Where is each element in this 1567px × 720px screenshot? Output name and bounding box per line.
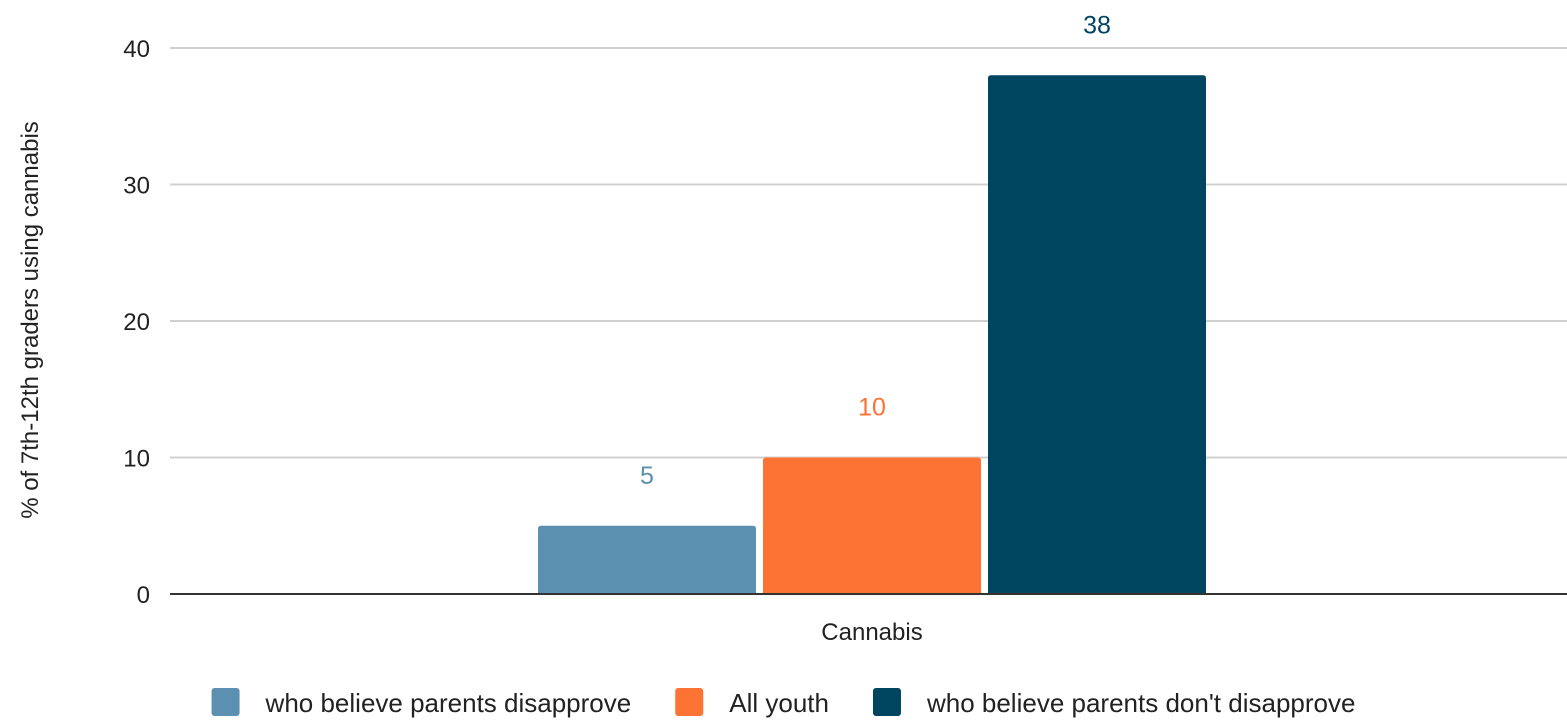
legend-label: All youth xyxy=(729,688,829,718)
data-label: 5 xyxy=(640,462,654,490)
bar-who-believe-parents-don-t-disapprove xyxy=(988,75,1206,595)
x-tick-label: Cannabis xyxy=(821,619,922,646)
y-axis-ticks: 0 10 20 30 40 xyxy=(123,36,150,609)
data-label: 38 xyxy=(1083,11,1111,39)
y-tick-label: 10 xyxy=(123,446,150,473)
y-tick-label: 20 xyxy=(123,309,150,336)
legend-item: who believe parents disapprove xyxy=(211,688,632,718)
legend-label: who believe parents don't disapprove xyxy=(926,688,1355,718)
bar-who-believe-parents-disapprove xyxy=(538,525,756,594)
x-axis-ticks: Cannabis xyxy=(821,619,922,646)
bars xyxy=(538,75,1206,595)
y-tick-label: 40 xyxy=(123,36,150,63)
y-tick-label: 30 xyxy=(123,173,150,200)
legend: who believe parents disapprove All youth w… xyxy=(211,688,1355,718)
legend-swatch xyxy=(675,688,704,716)
legend-swatch xyxy=(211,688,240,716)
y-axis-title: % of 7th-12th graders using cannabis xyxy=(17,121,44,519)
legend-item: All youth xyxy=(675,688,829,718)
data-label: 10 xyxy=(858,394,886,422)
y-tick-label: 0 xyxy=(137,582,150,609)
data-labels: 5 10 38 xyxy=(640,11,1111,489)
legend-swatch xyxy=(872,688,901,716)
legend-label: who believe parents disapprove xyxy=(265,688,632,718)
legend-item: who believe parents don't disapprove xyxy=(872,688,1355,718)
bar-all-youth xyxy=(763,457,981,594)
